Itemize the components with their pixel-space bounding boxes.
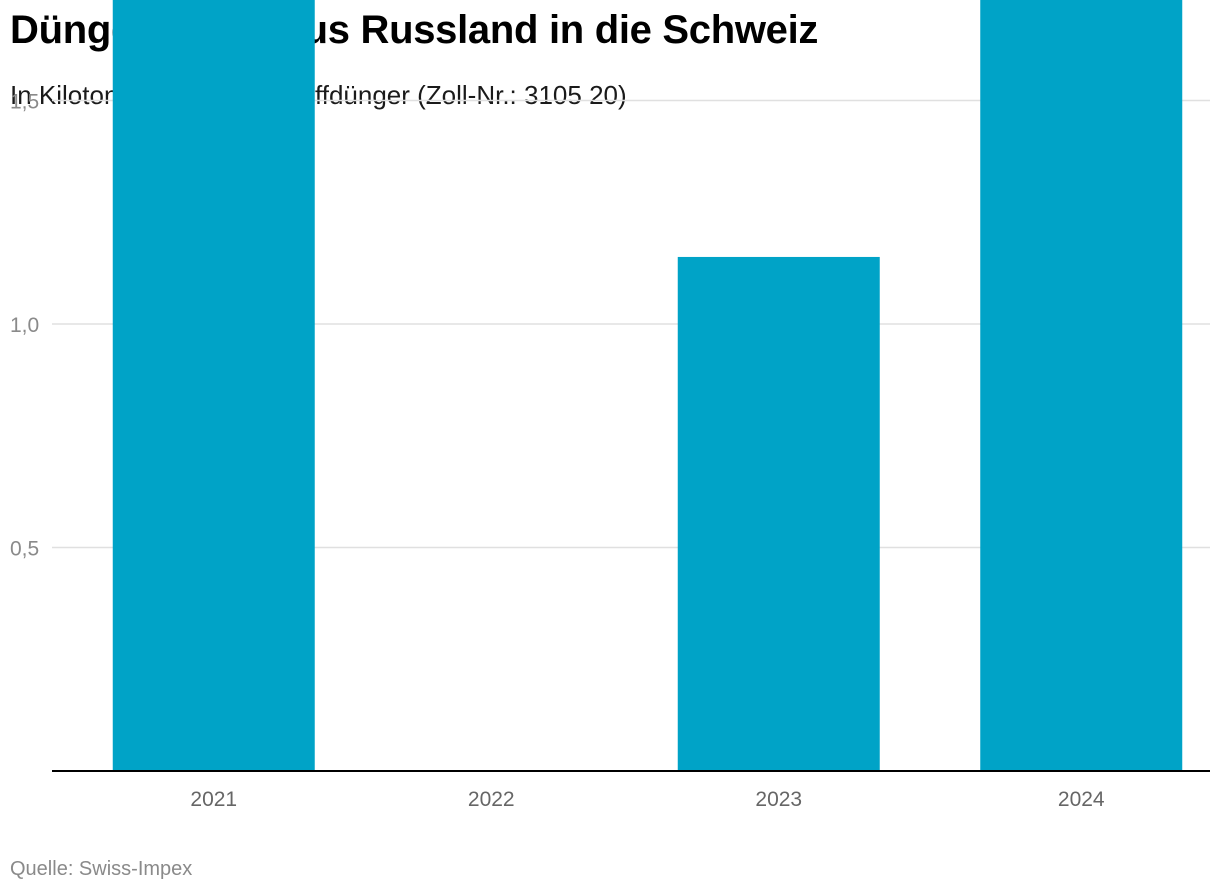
x-tick-label: 2023: [755, 788, 802, 811]
y-tick-label: 1,0: [10, 314, 39, 337]
x-tick-label: 2024: [1058, 788, 1105, 811]
bar-2023: [677, 256, 880, 771]
source-note: Quelle: Swiss-Impex: [10, 858, 193, 880]
x-tick-label: 2022: [468, 788, 515, 811]
y-tick-label: 0,5: [10, 538, 39, 561]
bar-2021: [112, 0, 315, 771]
bar-2024: [980, 0, 1183, 772]
bars: [112, 0, 1183, 772]
y-tick-label: 1,5: [10, 91, 39, 114]
x-tick-label: 2021: [190, 788, 237, 811]
